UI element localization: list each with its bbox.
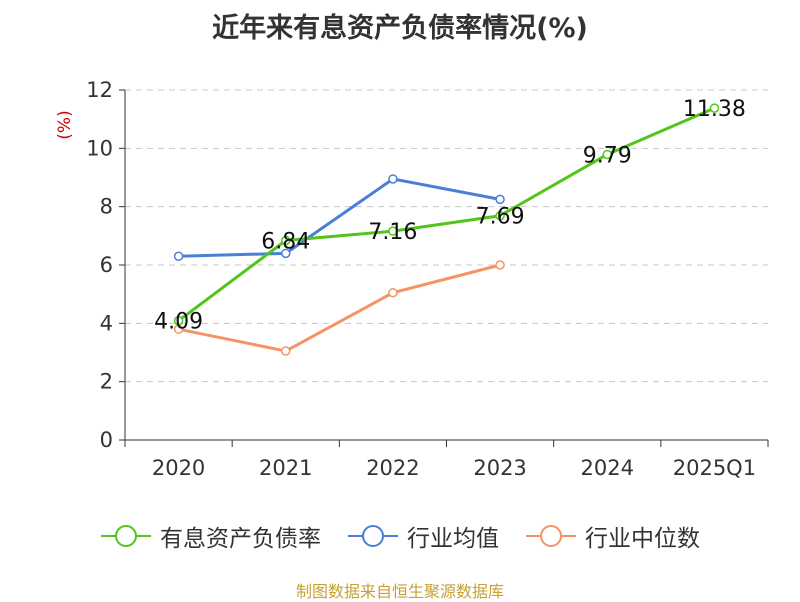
grid-lines	[125, 89, 768, 383]
source-note: 制图数据来自恒生聚源数据库	[295, 582, 504, 601]
legend-label: 有息资产负债率	[160, 526, 321, 552]
data-point	[281, 346, 291, 356]
y-tick-label: 2	[100, 370, 113, 394]
x-tick-label: 2023	[473, 456, 526, 480]
legend-line-marker-icon	[526, 525, 576, 547]
data-point	[495, 260, 505, 270]
data-point	[173, 315, 184, 326]
series-line	[178, 263, 501, 353]
series-line	[178, 177, 501, 258]
x-tick-label: 2021	[259, 456, 312, 480]
x-tick-label: 2024	[581, 456, 634, 480]
axes: 0 2 4 6 8 10 12 2020 2021 2022 2023 2024 2025Q1 (%)	[55, 78, 769, 480]
data-label: 7.16	[368, 220, 417, 245]
legend-item: 行业均值	[347, 519, 499, 553]
data-point	[495, 194, 505, 205]
data-point	[388, 174, 398, 184]
data-point	[281, 235, 291, 246]
y-tick-label: 12	[86, 78, 113, 102]
data-point	[388, 287, 398, 298]
legend-item: 行业中位数	[525, 519, 700, 553]
data-label: 7.69	[476, 205, 525, 230]
y-tick-label: 4	[100, 311, 113, 335]
legend: 有息资产负债率 行业均值 行业中位数	[0, 519, 800, 553]
data-point	[173, 251, 184, 261]
x-tick-label: 2025Q1	[673, 456, 756, 480]
series-lines	[173, 103, 720, 356]
legend-line-marker-icon	[101, 525, 151, 547]
data-point	[602, 149, 612, 160]
data-point	[709, 103, 720, 113]
data-point	[388, 226, 398, 236]
data-point	[281, 248, 291, 259]
data-point	[495, 210, 505, 221]
series-line	[177, 106, 716, 322]
legend-line-marker-icon	[348, 525, 398, 547]
x-tick-label: 2020	[152, 456, 205, 480]
y-tick-label: 8	[100, 195, 113, 219]
data-label: 4.09	[154, 310, 203, 335]
y-tick-label: 6	[100, 253, 113, 277]
x-tick-label: 2022	[366, 456, 419, 480]
legend-label: 行业均值	[407, 526, 499, 552]
data-label: 6.84	[261, 230, 310, 255]
data-label: 11.38	[683, 97, 746, 122]
data-label: 9.79	[583, 143, 632, 168]
y-axis-label: (%)	[55, 110, 75, 139]
y-tick-label: 0	[100, 428, 113, 452]
legend-label: 行业中位数	[585, 526, 700, 552]
y-tick-label: 10	[86, 136, 113, 160]
legend-item: 有息资产负债率	[100, 519, 321, 553]
data-labels: 4.09 6.84 7.16 7.69 9.79 11.38	[154, 97, 746, 335]
chart-title: 近年来有息资产负债率情况(%)	[212, 13, 588, 44]
